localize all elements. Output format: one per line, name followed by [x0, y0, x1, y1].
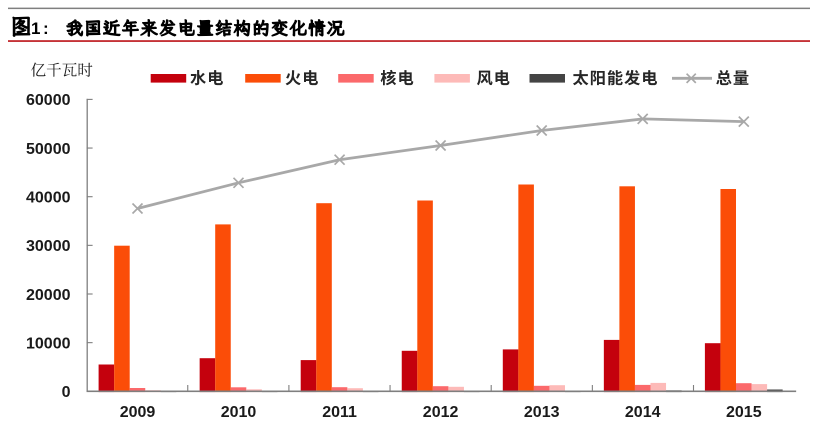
- svg-text:2012: 2012: [423, 404, 459, 421]
- svg-text:1:: 1:: [31, 19, 51, 38]
- svg-text:50000: 50000: [26, 141, 71, 158]
- svg-text:2010: 2010: [221, 404, 257, 421]
- svg-text:2011: 2011: [322, 404, 357, 421]
- svg-text:2015: 2015: [726, 404, 762, 421]
- svg-text:2013: 2013: [524, 404, 560, 421]
- svg-text:2009: 2009: [120, 404, 156, 421]
- svg-text:30000: 30000: [26, 238, 71, 255]
- svg-text:2014: 2014: [625, 404, 661, 421]
- svg-text:60000: 60000: [26, 92, 71, 109]
- svg-text:20000: 20000: [26, 287, 71, 304]
- svg-text:10000: 10000: [26, 336, 71, 353]
- svg-text:0: 0: [62, 384, 71, 401]
- svg-text:40000: 40000: [26, 190, 71, 207]
